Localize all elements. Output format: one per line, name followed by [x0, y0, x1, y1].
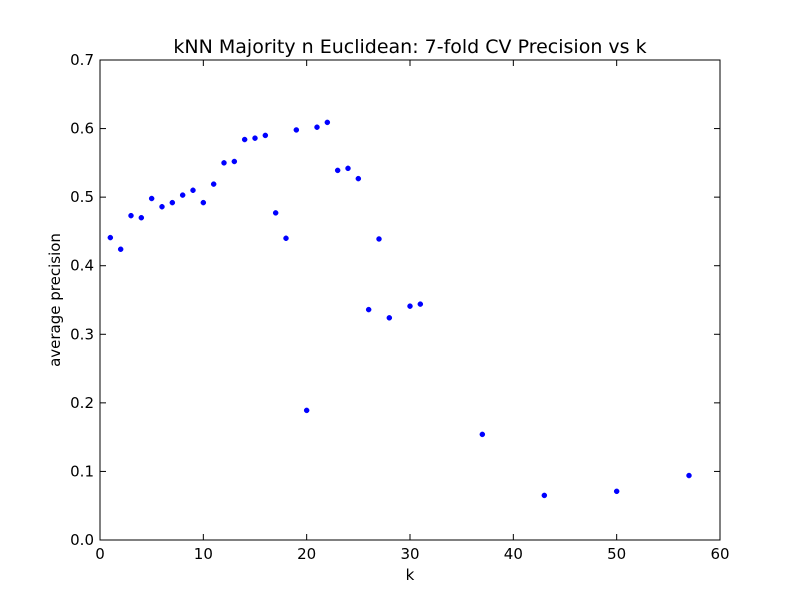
- data-point: [417, 301, 424, 307]
- data-point: [138, 214, 145, 221]
- data-point: [345, 165, 351, 172]
- plot-frame: [99, 59, 721, 541]
- data-point: [231, 158, 238, 165]
- data-point: [190, 187, 196, 194]
- x-tick-label: 50: [607, 545, 626, 563]
- data-point: [613, 488, 620, 495]
- data-point: [200, 199, 207, 206]
- data-point: [128, 212, 134, 219]
- data-point: [365, 306, 372, 313]
- data-point: [541, 492, 548, 499]
- data-point: [355, 175, 362, 182]
- y-tick-label: 0.1: [70, 462, 94, 480]
- data-point: [303, 407, 310, 414]
- x-tick-label: 40: [504, 545, 523, 563]
- y-axis-label: average precision: [46, 233, 64, 367]
- x-tick-label: 10: [194, 545, 213, 563]
- ticks-layer: 0 10 20 30 40 50 60 0.0 0.1 0.2 0.3 0.4 0.5 0.6 0.7: [70, 51, 729, 563]
- data-point: [262, 132, 269, 139]
- y-tick-label: 0.3: [70, 325, 94, 343]
- y-tick-label: 0.6: [70, 120, 94, 138]
- data-point: [407, 303, 413, 309]
- data-point: [241, 136, 248, 143]
- y-tick-label: 0.5: [70, 188, 94, 206]
- x-tick-label: 0: [95, 545, 105, 563]
- data-point: [210, 181, 217, 187]
- data-point: [159, 203, 165, 210]
- data-point: [314, 124, 320, 130]
- data-point: [686, 472, 692, 479]
- y-tick-label: 0.2: [70, 394, 94, 412]
- points-layer: [107, 119, 692, 499]
- y-tick-label: 0.4: [70, 257, 94, 275]
- data-point: [169, 199, 176, 206]
- data-point: [283, 235, 289, 242]
- data-point: [386, 315, 393, 321]
- data-point: [272, 210, 279, 216]
- data-point: [107, 234, 114, 241]
- x-tick-label: 20: [297, 545, 316, 563]
- data-point: [479, 431, 486, 438]
- y-tick-label: 0.7: [70, 51, 94, 69]
- x-axis-label: k: [406, 566, 415, 584]
- data-point: [148, 195, 155, 202]
- chart-title: kNN Majority n Euclidean: 7-fold CV Prec…: [173, 36, 646, 58]
- data-point: [376, 236, 382, 242]
- data-point: [117, 246, 124, 253]
- y-tick-label: 0.0: [70, 531, 94, 549]
- data-point: [293, 127, 300, 133]
- data-point: [252, 135, 258, 141]
- x-tick-label: 60: [710, 545, 729, 563]
- data-point: [334, 167, 341, 174]
- data-point: [221, 160, 227, 166]
- data-point: [179, 192, 186, 198]
- data-point: [324, 119, 331, 126]
- x-tick-label: 30: [400, 545, 419, 563]
